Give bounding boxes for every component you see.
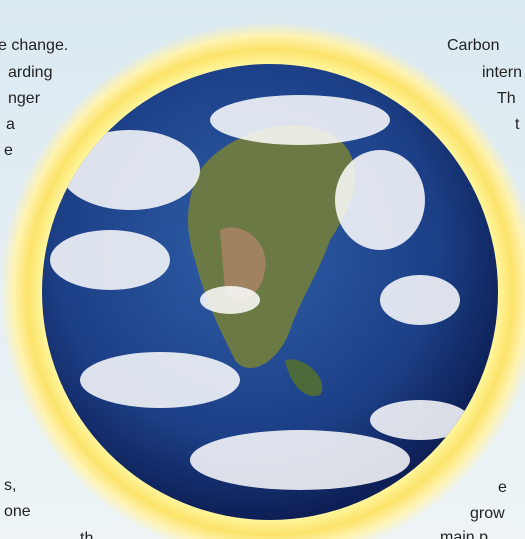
text-fragment: arding (8, 64, 53, 81)
text-fragment: grow (470, 505, 505, 522)
text-fragment: intern (482, 64, 523, 81)
text-fragment: Th (497, 90, 516, 107)
text-fragment: th (80, 530, 94, 539)
text-fragment: t (515, 116, 520, 133)
text-fragment: main p (440, 529, 489, 539)
text-fragment: e (498, 479, 507, 496)
text-fragment: e change. (0, 37, 69, 54)
text-fragment: Carbon (447, 37, 500, 54)
text-fragment: e (4, 142, 13, 159)
text-fragment: nger (8, 90, 41, 107)
text-fragment: a (6, 116, 15, 133)
text-fragment: s, (4, 477, 17, 494)
text-fragment: one (4, 503, 31, 520)
